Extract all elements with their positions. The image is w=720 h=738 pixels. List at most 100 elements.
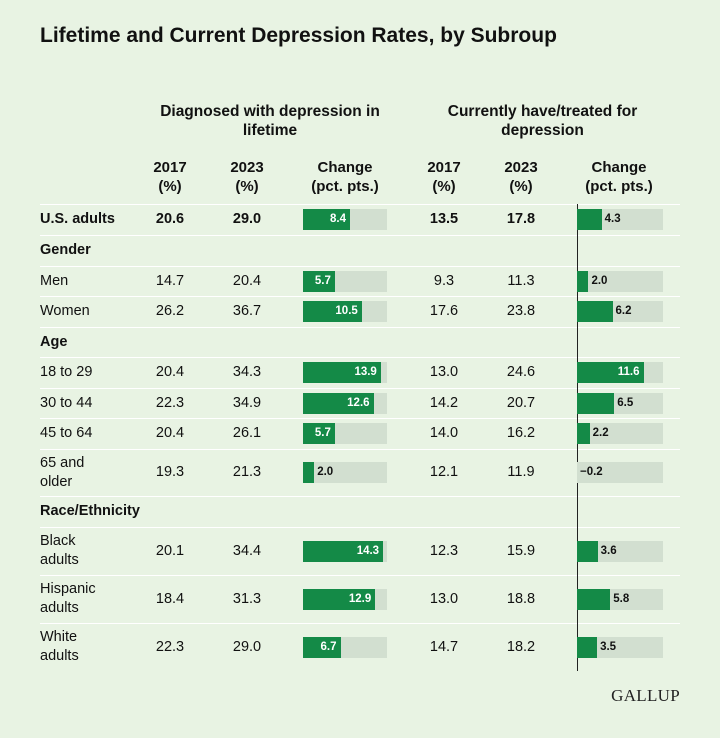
col-header-current-2023: 2023 (%) <box>504 159 538 195</box>
lifetime-change-track: 13.9 <box>303 362 387 383</box>
value-cell-l2023: 29.0 <box>232 211 262 227</box>
row-separator <box>40 235 680 236</box>
lifetime-change-track: 8.4 <box>303 209 387 230</box>
value-cell-l2017: 20.6 <box>155 211 185 227</box>
current-change-label: 5.8 <box>613 592 630 605</box>
row-separator <box>40 266 680 267</box>
row-separator <box>40 418 680 419</box>
group-header-current: Currently have/treated for depression <box>447 103 638 139</box>
current-change-bar <box>577 588 611 610</box>
value-cell-l2023: 34.9 <box>232 394 262 411</box>
value-cell-l2023: 26.1 <box>232 425 262 441</box>
row-label: 45 to 64 <box>40 425 93 441</box>
value-cell-l2017: 20.4 <box>155 425 185 441</box>
value-cell-l2017: 19.3 <box>155 464 185 480</box>
current-change-track: 2.2 <box>577 423 663 444</box>
lifetime-change-bar <box>303 462 315 483</box>
row-label: 30 to 44 <box>40 394 93 411</box>
col-header-lifetime-2023: 2023 (%) <box>230 159 264 195</box>
row-label: 18 to 29 <box>40 364 93 380</box>
col-header-current-2017: 2017 (%) <box>427 159 461 195</box>
group-header-lifetime: Diagnosed with depression in lifetime <box>160 103 380 139</box>
lifetime-change-bar <box>303 636 341 658</box>
row-separator <box>40 496 680 497</box>
row-separator <box>40 388 680 389</box>
lifetime-change-track: 12.6 <box>303 392 387 414</box>
lifetime-change-label: 6.7 <box>320 640 337 653</box>
lifetime-change-label: 12.6 <box>347 396 370 409</box>
lifetime-change-label: 5.7 <box>314 427 331 439</box>
value-cell-c2017: 13.0 <box>429 590 459 607</box>
current-change-bar <box>577 362 644 383</box>
value-cell-l2023: 34.4 <box>232 542 262 559</box>
value-cell-c2017: 14.0 <box>429 425 459 441</box>
lifetime-change-bar <box>303 270 335 292</box>
col-header-lifetime-2017: 2017 (%) <box>153 159 187 195</box>
lifetime-change-bar <box>303 362 381 383</box>
value-cell-c2017: 14.2 <box>429 394 459 411</box>
current-change-bar <box>577 301 613 322</box>
value-cell-c2023: 15.9 <box>506 542 536 559</box>
value-cell-c2023: 17.8 <box>506 211 536 227</box>
value-cell-l2023: 31.3 <box>232 590 262 607</box>
current-change-label: 6.2 <box>615 305 632 317</box>
row-separator <box>40 623 680 624</box>
lifetime-change-label: 14.3 <box>356 544 380 557</box>
value-cell-l2023: 20.4 <box>232 272 262 289</box>
lifetime-change-track: 2.0 <box>303 462 387 483</box>
value-cell-c2023: 18.2 <box>506 638 536 655</box>
value-cell-c2017: 12.3 <box>429 542 459 559</box>
current-change-bar <box>577 636 598 658</box>
value-cell-l2017: 20.4 <box>155 364 185 380</box>
lifetime-change-bar <box>303 588 376 610</box>
value-cell-c2023: 24.6 <box>506 364 536 380</box>
value-cell-l2023: 29.0 <box>232 638 262 655</box>
current-change-bar <box>577 392 615 414</box>
current-change-label: −0.2 <box>580 466 603 478</box>
lifetime-change-bar <box>303 540 384 562</box>
lifetime-change-track: 10.5 <box>303 301 387 322</box>
chart-title: Lifetime and Current Depression Rates, b… <box>40 24 557 47</box>
current-change-track: 3.5 <box>577 636 663 658</box>
lifetime-change-bar <box>303 423 335 444</box>
row-label: Men <box>40 272 69 289</box>
lifetime-change-bar <box>303 392 374 414</box>
current-change-track: 3.6 <box>577 540 663 562</box>
value-cell-l2017: 14.7 <box>155 272 185 289</box>
value-cell-c2017: 12.1 <box>429 464 459 480</box>
value-cell-c2023: 18.8 <box>506 590 536 607</box>
current-change-bar <box>577 270 589 292</box>
value-cell-l2023: 36.7 <box>232 303 262 319</box>
row-label: Black adults <box>40 533 79 568</box>
col-header-current-change: Change (pct. pts.) <box>585 159 653 195</box>
row-separator <box>40 327 680 328</box>
value-cell-c2017: 9.3 <box>433 272 455 289</box>
row-separator <box>40 204 680 205</box>
section-label: Age <box>40 333 68 350</box>
row-separator <box>40 575 680 576</box>
row-label: U.S. adults <box>40 211 115 227</box>
value-cell-l2023: 21.3 <box>232 464 262 480</box>
current-change-bar <box>577 209 602 230</box>
current-change-track: 6.2 <box>577 301 663 322</box>
current-change-label: 2.2 <box>592 427 609 439</box>
value-cell-c2023: 16.2 <box>506 425 536 441</box>
value-cell-l2017: 26.2 <box>155 303 185 319</box>
current-change-track: −0.2 <box>577 462 663 483</box>
value-cell-l2017: 20.1 <box>155 542 185 559</box>
value-cell-c2017: 13.5 <box>429 211 459 227</box>
value-cell-c2017: 13.0 <box>429 364 459 380</box>
row-label: 65 and older <box>40 454 85 490</box>
section-label: Race/Ethnicity <box>40 503 140 519</box>
value-cell-c2023: 11.9 <box>507 464 535 480</box>
current-change-bar <box>577 423 590 444</box>
row-separator <box>40 527 680 528</box>
value-cell-l2017: 22.3 <box>155 638 185 655</box>
current-change-label: 6.5 <box>617 396 634 409</box>
value-cell-c2017: 14.7 <box>429 638 459 655</box>
row-label: Women <box>40 303 90 319</box>
row-separator <box>40 296 680 297</box>
lifetime-change-bar <box>303 301 362 322</box>
current-change-label: 2.0 <box>591 274 608 287</box>
gallup-logo: GALLUP <box>611 686 680 705</box>
